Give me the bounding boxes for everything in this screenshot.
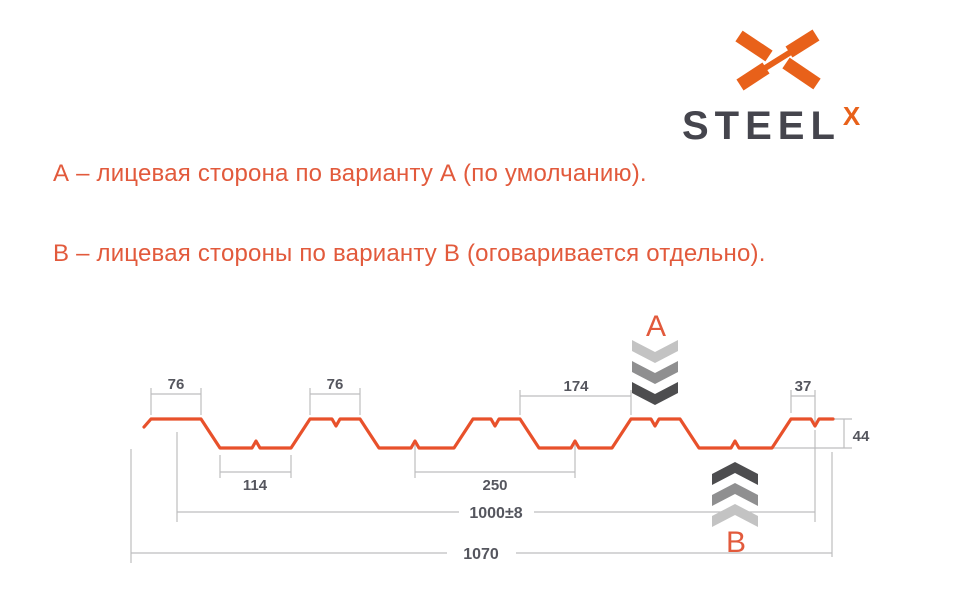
logo-arm-bottom-right bbox=[782, 57, 821, 90]
chevron-up-icon bbox=[712, 504, 758, 527]
dimension-lines bbox=[130, 388, 852, 563]
dim-line-crest-width-1 bbox=[150, 388, 202, 415]
logo-arm-top-left bbox=[735, 30, 773, 62]
steelx-logo-icon bbox=[735, 29, 821, 91]
side-b-marker: B bbox=[712, 462, 758, 559]
dim-profile-height: 44 bbox=[853, 428, 870, 445]
dim-line-useful-width bbox=[176, 430, 816, 522]
dimension-labels: 76 76 174 37 114 250 1000±8 1070 44 bbox=[168, 376, 870, 563]
dim-overall-width: 1070 bbox=[463, 546, 499, 563]
dim-crest-gap: 174 bbox=[563, 378, 589, 395]
side-a-marker: A bbox=[632, 310, 678, 405]
dim-line-profile-height bbox=[772, 418, 852, 449]
logo-ribbon-twist bbox=[760, 47, 796, 73]
logo-wordmark: STEELX bbox=[682, 101, 860, 149]
chevron-down-icon bbox=[632, 382, 678, 405]
dim-line-crest-width-2 bbox=[309, 388, 361, 415]
profile-drawing: 76 76 174 37 114 250 1000±8 1070 44 A B bbox=[130, 310, 870, 563]
dim-line-overall-width bbox=[130, 449, 833, 563]
dim-useful-width: 1000±8 bbox=[469, 505, 522, 522]
chevron-up-icon bbox=[712, 462, 758, 485]
logo-text: STEEL bbox=[682, 104, 841, 148]
logo-ribbon-upper bbox=[785, 29, 820, 58]
side-b-label: B bbox=[726, 526, 746, 559]
dim-crest-width-1: 76 bbox=[168, 376, 185, 393]
dim-crest-width-2: 76 bbox=[327, 376, 344, 393]
variant-a-note: А – лицевая сторона по варианту А (по ум… bbox=[53, 160, 647, 187]
variant-b-note: В – лицевая стороны по варианту В (огова… bbox=[53, 240, 766, 267]
side-a-label: A bbox=[646, 310, 666, 343]
chevron-down-icon bbox=[632, 340, 678, 363]
profile-outline bbox=[142, 417, 835, 450]
logo-superscript: X bbox=[842, 101, 861, 131]
dim-line-valley-width bbox=[219, 455, 292, 478]
dim-line-edge-crest bbox=[790, 390, 816, 422]
dim-edge-crest: 37 bbox=[795, 378, 812, 395]
dim-valley-width: 114 bbox=[243, 477, 268, 494]
dim-line-rib-pitch bbox=[414, 445, 576, 478]
chevron-up-icon bbox=[712, 483, 758, 506]
dim-rib-pitch: 250 bbox=[482, 477, 507, 494]
dim-line-crest-gap bbox=[519, 390, 632, 415]
logo-ribbon-lower bbox=[736, 62, 770, 91]
chevron-down-icon bbox=[632, 361, 678, 384]
